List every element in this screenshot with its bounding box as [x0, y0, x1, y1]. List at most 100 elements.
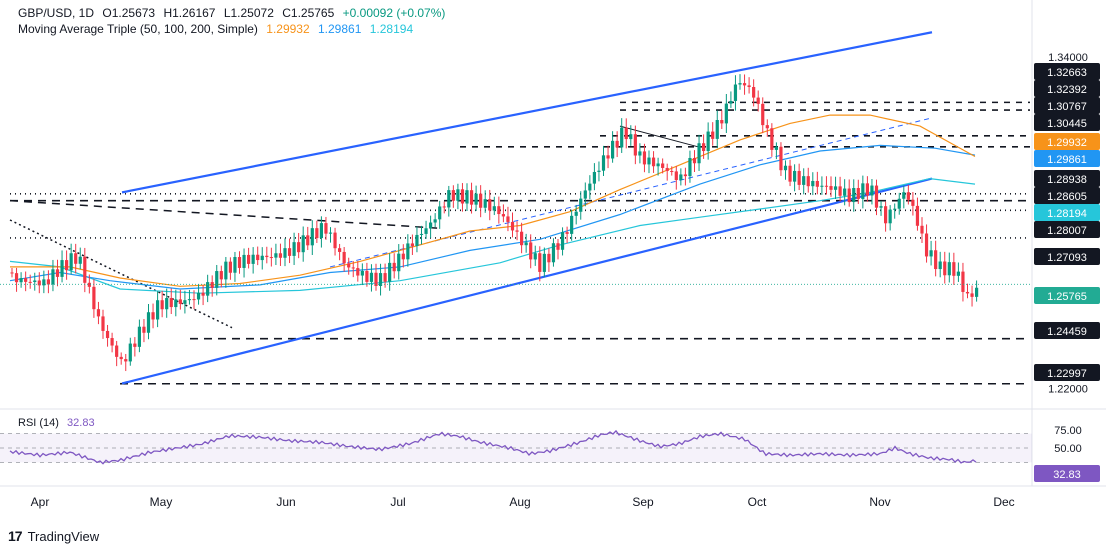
candle-body	[888, 209, 892, 224]
candle-down	[451, 185, 455, 208]
candle-body	[774, 146, 778, 150]
candle-body	[174, 299, 178, 308]
candle-up	[438, 200, 442, 229]
dotted-trendline	[9, 219, 233, 329]
candle-down	[201, 284, 205, 306]
candle-body	[852, 188, 856, 203]
candle-up	[583, 182, 587, 207]
candle-body	[674, 171, 678, 181]
candle-up	[419, 225, 424, 245]
candle-body	[574, 211, 578, 216]
candle-up	[597, 161, 601, 182]
candle-down	[915, 197, 920, 231]
candle-body	[260, 255, 264, 261]
candle-down	[633, 125, 637, 165]
candle-down	[556, 238, 560, 260]
level-tag-bg	[1034, 63, 1100, 80]
candle-body	[451, 190, 455, 201]
candle-body	[228, 261, 232, 273]
candle-body	[783, 165, 788, 171]
candle-body	[520, 231, 524, 246]
candle-body	[711, 131, 715, 139]
candle-body	[720, 120, 724, 124]
x-tick-label: Apr	[31, 495, 50, 509]
candle-body	[69, 253, 73, 271]
candle-body	[902, 192, 906, 199]
candle-body	[597, 170, 601, 172]
candle-body	[119, 356, 123, 360]
candle-body	[865, 183, 869, 196]
candle-down	[269, 247, 273, 267]
level-tag-bg	[1034, 187, 1100, 204]
candle-up	[301, 226, 305, 262]
candle-body	[565, 232, 569, 234]
ma-legend: Moving Average Triple (50, 100, 200, Sim…	[18, 22, 418, 36]
upper-channel-line	[121, 31, 933, 194]
candle-down	[961, 262, 965, 302]
rsi-value-tag-label: 32.83	[1053, 469, 1081, 481]
candle-body	[515, 230, 519, 232]
candle-up	[802, 168, 806, 195]
candle-up	[560, 227, 565, 256]
level-tag-bg	[1034, 221, 1100, 238]
candle-body	[460, 189, 465, 204]
level-tag-bg	[1034, 322, 1100, 339]
candle-body	[938, 261, 942, 270]
candle-body	[156, 300, 160, 320]
candle-body	[492, 206, 496, 211]
candle-body	[224, 261, 228, 280]
candle-down	[351, 261, 355, 278]
rsi-y-tick-label: 50.00	[1054, 443, 1082, 455]
candle-up	[533, 245, 537, 266]
level-tag-label: 1.32663	[1047, 67, 1087, 79]
candle-body	[965, 291, 970, 294]
candle-down	[874, 179, 879, 216]
candle-body	[297, 242, 301, 253]
candle-down	[105, 324, 110, 347]
candle-down	[702, 134, 706, 159]
candle-body	[929, 250, 933, 257]
candle-down	[46, 270, 50, 294]
candle-up	[274, 243, 278, 266]
candle-down	[278, 243, 283, 266]
ma100-price-tag: 1.29861	[1034, 150, 1100, 167]
candle-body	[469, 190, 474, 205]
candle-body	[797, 170, 801, 185]
candle-body	[497, 206, 501, 215]
candle-body	[133, 343, 137, 347]
candle-body	[251, 254, 255, 264]
candle-up	[187, 289, 192, 305]
candle-body	[642, 151, 647, 165]
candle-body	[310, 228, 314, 246]
candle-body	[447, 190, 451, 208]
candle-up	[638, 143, 642, 164]
candle-up	[183, 290, 187, 314]
candle-body	[183, 300, 187, 304]
candle-body	[433, 219, 437, 223]
tradingview-logo[interactable]: 17 TradingView	[8, 528, 99, 544]
x-tick-label: Jul	[390, 495, 405, 509]
y-tick-label: 1.34000	[1048, 52, 1088, 64]
x-tick-label: Jun	[276, 495, 295, 509]
candle-body	[256, 254, 260, 261]
level-tag-bg	[1034, 114, 1100, 131]
candle-body	[651, 157, 656, 167]
candle-down	[970, 285, 974, 307]
candle-down	[374, 263, 378, 291]
candle-up	[629, 125, 633, 146]
candle-body	[292, 242, 296, 256]
candle-up	[251, 247, 255, 274]
level-tag-bg	[1034, 170, 1100, 187]
candle-body	[65, 260, 69, 271]
candle-body	[301, 235, 305, 253]
rsi-value-tag: 32.83	[1034, 465, 1100, 482]
candle-down	[747, 77, 751, 94]
candle-up	[679, 168, 683, 186]
rsi-y-tick-label: 75.00	[1054, 425, 1082, 437]
candle-down	[392, 253, 396, 279]
candle-body	[879, 206, 883, 208]
level-price-tag: 1.28938	[1034, 170, 1100, 187]
level-price-tag: 1.27093	[1034, 248, 1100, 265]
candle-down	[765, 119, 769, 137]
